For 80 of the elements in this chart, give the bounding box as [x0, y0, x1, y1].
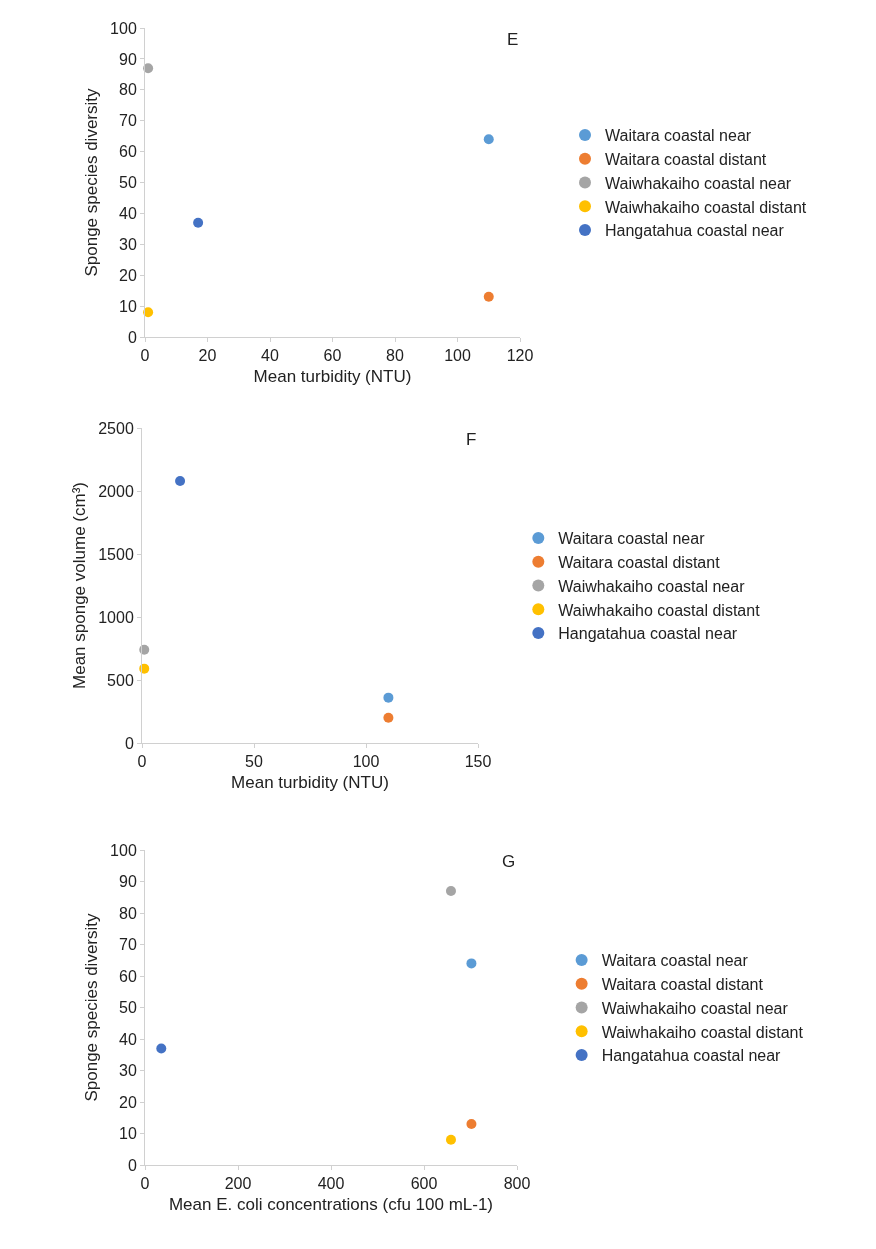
x-axis-title: Mean E. coli concentrations (cfu 100 mL-1): [168, 1194, 494, 1214]
y-tick-label: 0: [124, 734, 134, 752]
y-tick-label: 70: [119, 112, 137, 130]
chart-title: F: [466, 430, 477, 449]
legend-label: Waiwhakaiho coastal distant: [601, 1023, 804, 1041]
legend-label: Waiwhakaiho coastal near: [601, 999, 789, 1017]
point: [175, 475, 186, 486]
y-axis-title: Sponge species diversity: [81, 87, 101, 277]
legend-label: Hangatahua coastal near: [605, 222, 785, 240]
legend-label: Waiwhakaiho coastal distant: [558, 601, 761, 619]
legend-label: Waitara coastal near: [558, 530, 706, 548]
point: [466, 1119, 477, 1130]
legend-label: Waitara coastal distant: [558, 553, 721, 571]
x-axis-title: Mean turbidity (NTU): [231, 772, 389, 792]
y-axis-title: Sponge species diversity: [81, 912, 101, 1102]
y-tick-label: 30: [119, 235, 137, 253]
y-tick-label: 80: [119, 81, 137, 99]
y-tick-label: 1500: [98, 545, 134, 563]
y-tick-label: 20: [119, 266, 137, 284]
y-tick-label: 2000: [98, 482, 134, 500]
chart-title: G: [502, 852, 516, 871]
x-tick-label: 120: [506, 347, 534, 365]
legend-label: Waiwhakaiho coastal near: [605, 174, 792, 192]
y-tick-label: 90: [119, 873, 137, 891]
point: [143, 63, 154, 74]
x-tick-label: 80: [386, 347, 404, 365]
x-axis-title: Mean turbidity (NTU): [253, 366, 412, 386]
x-tick-label: 150: [464, 753, 492, 771]
x-tick-label: 600: [410, 1175, 438, 1193]
x-tick-label: 20: [198, 347, 217, 365]
x-tick-label: 60: [323, 347, 342, 365]
y-axis-title: Mean sponge volume (cm³): [69, 482, 89, 689]
x-tick-label: 100: [352, 753, 380, 771]
y-tick-label: 20: [119, 1093, 137, 1111]
legend-label: Waitara coastal near: [605, 127, 752, 145]
legend-label: Waiwhakaiho coastal distant: [605, 198, 807, 216]
point: [483, 291, 494, 302]
y-tick-label: 40: [119, 205, 137, 222]
y-tick-label: 500: [107, 671, 134, 689]
point: [483, 134, 494, 145]
y-tick-label: 0: [127, 328, 137, 346]
point: [445, 885, 456, 896]
y-tick-label: 50: [119, 999, 137, 1017]
y-tick-label: 10: [119, 1125, 137, 1143]
y-tick-label: 0: [127, 1156, 137, 1174]
x-tick-label: 800: [503, 1175, 531, 1193]
point: [445, 1134, 456, 1145]
y-tick-label: 80: [119, 904, 137, 922]
x-tick-label: 0: [140, 1175, 150, 1193]
point: [193, 217, 204, 228]
y-tick-label: 1000: [98, 608, 134, 626]
x-tick-label: 400: [317, 1175, 345, 1193]
y-tick-label: 100: [110, 841, 137, 859]
legend-label: Hangatahua coastal near: [601, 1047, 782, 1065]
x-tick-label: 100: [444, 347, 471, 365]
y-tick-label: 90: [119, 50, 137, 68]
y-tick-label: 30: [119, 1062, 137, 1080]
x-tick-label: 200: [224, 1175, 252, 1193]
point: [143, 307, 154, 318]
point: [466, 958, 477, 969]
legend-label: Waitara coastal distant: [601, 975, 764, 993]
x-tick-label: 50: [245, 753, 263, 771]
y-tick-label: 2500: [98, 419, 134, 437]
point: [383, 692, 394, 703]
y-tick-label: 10: [119, 297, 137, 315]
y-tick-label: 60: [119, 143, 137, 161]
y-tick-label: 40: [119, 1030, 137, 1048]
legend-label: Waitara coastal near: [601, 952, 749, 970]
legend-label: Hangatahua coastal near: [558, 625, 738, 643]
y-tick-label: 100: [110, 19, 137, 37]
point: [383, 712, 394, 723]
point: [156, 1043, 167, 1054]
legend-label: Waitara coastal distant: [605, 150, 767, 168]
y-tick-label: 60: [119, 967, 137, 985]
chart-title: E: [507, 30, 519, 49]
y-tick-label: 70: [119, 936, 137, 954]
y-tick-label: 50: [119, 174, 137, 192]
legend-label: Waiwhakaiho coastal near: [558, 577, 746, 595]
x-tick-label: 0: [140, 347, 150, 365]
x-tick-label: 40: [261, 347, 279, 365]
